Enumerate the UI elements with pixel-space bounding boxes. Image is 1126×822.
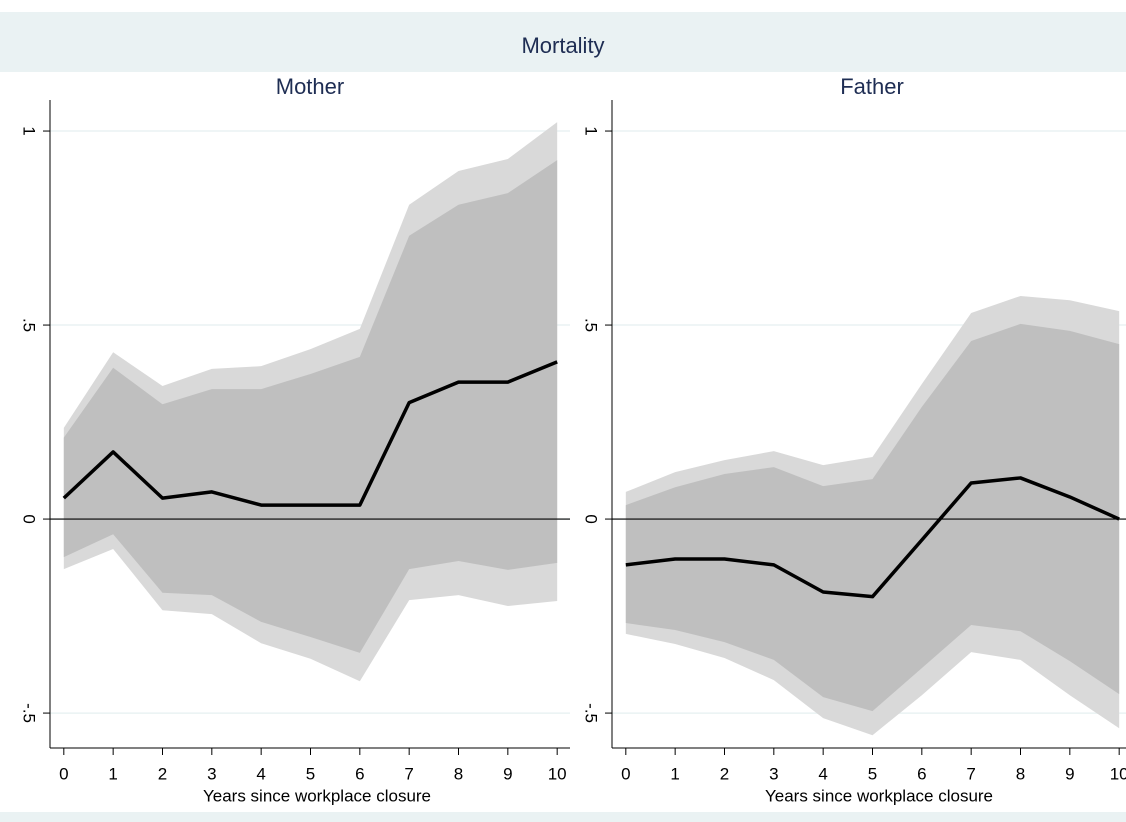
footer-band [0, 812, 1126, 822]
y-tick-label: 0 [582, 514, 601, 523]
y-tick-label: -.5 [582, 703, 601, 723]
x-tick-label: 6 [917, 764, 926, 783]
x-tick-label: 6 [355, 764, 364, 783]
chart-title: Mortality [521, 33, 604, 58]
x-tick-label: 3 [769, 764, 778, 783]
x-tick-label: 10 [1110, 764, 1126, 783]
x-tick-label: 5 [868, 764, 877, 783]
y-tick-label: 0 [20, 514, 39, 523]
x-tick-label: 8 [454, 764, 463, 783]
x-tick-label: 3 [207, 764, 216, 783]
x-tick-label: 1 [670, 764, 679, 783]
series-line [625, 476, 1120, 599]
confidence-band [63, 160, 558, 653]
title-band [0, 12, 1126, 72]
y-tick-label: 1 [582, 126, 601, 135]
x-tick-label: 4 [256, 764, 265, 783]
series-line [62, 360, 558, 507]
x-tick-label: 4 [818, 764, 827, 783]
y-tick-label: .5 [582, 318, 601, 332]
x-axis-label: Years since workplace closure [765, 786, 993, 805]
panel-title: Father [840, 74, 904, 99]
x-tick-label: 0 [59, 764, 68, 783]
x-tick-label: 9 [1065, 764, 1074, 783]
panel-title: Mother [276, 74, 344, 99]
x-tick-label: 10 [548, 764, 567, 783]
y-tick-label: -.5 [20, 703, 39, 723]
x-tick-label: 7 [966, 764, 975, 783]
y-tick-label: 1 [20, 126, 39, 135]
x-tick-label: 0 [621, 764, 630, 783]
x-tick-label: 2 [720, 764, 729, 783]
x-tick-label: 8 [1016, 764, 1025, 783]
x-tick-label: 5 [306, 764, 315, 783]
confidence-band [625, 323, 1120, 712]
x-tick-label: 9 [503, 764, 512, 783]
x-axis-label: Years since workplace closure [203, 786, 431, 805]
x-tick-label: 2 [158, 764, 167, 783]
y-tick-label: .5 [20, 318, 39, 332]
x-tick-label: 1 [108, 764, 117, 783]
x-tick-label: 7 [404, 764, 413, 783]
